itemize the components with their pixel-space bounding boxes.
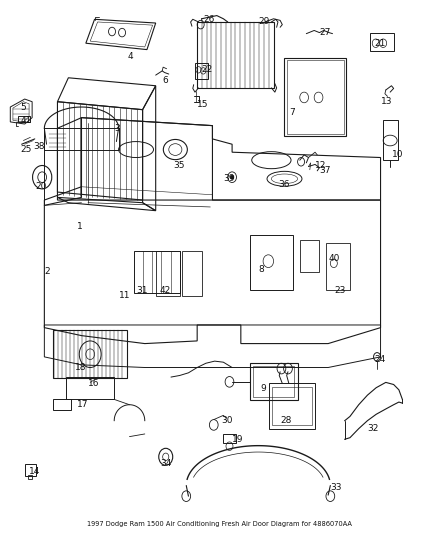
Text: 28: 28 bbox=[280, 416, 292, 425]
Text: 25: 25 bbox=[20, 145, 32, 154]
Text: 12: 12 bbox=[315, 161, 326, 170]
Text: 16: 16 bbox=[88, 379, 99, 388]
Text: 21: 21 bbox=[374, 39, 385, 48]
Text: 11: 11 bbox=[119, 291, 130, 300]
Text: 3: 3 bbox=[114, 124, 120, 133]
Text: 36: 36 bbox=[278, 180, 290, 189]
Text: 19: 19 bbox=[232, 435, 244, 444]
Text: 23: 23 bbox=[335, 286, 346, 295]
Text: 13: 13 bbox=[381, 97, 392, 106]
Text: 4: 4 bbox=[127, 52, 133, 61]
Text: 8: 8 bbox=[258, 265, 264, 273]
Circle shape bbox=[230, 175, 234, 179]
Text: 32: 32 bbox=[367, 424, 379, 433]
Text: 41: 41 bbox=[20, 116, 32, 125]
Text: 14: 14 bbox=[29, 467, 40, 475]
Text: 39: 39 bbox=[223, 174, 235, 183]
Text: 17: 17 bbox=[77, 400, 88, 409]
Text: 30: 30 bbox=[221, 416, 233, 425]
Text: 29: 29 bbox=[258, 18, 270, 27]
Text: 34: 34 bbox=[160, 459, 171, 467]
Text: 18: 18 bbox=[75, 363, 86, 372]
Text: 1997 Dodge Ram 1500 Air Conditioning Fresh Air Door Diagram for 4886070AA: 1997 Dodge Ram 1500 Air Conditioning Fre… bbox=[87, 521, 351, 527]
Text: 31: 31 bbox=[136, 286, 148, 295]
Text: 2: 2 bbox=[44, 268, 50, 276]
Text: 1: 1 bbox=[77, 222, 83, 231]
Text: 10: 10 bbox=[392, 150, 403, 159]
Text: 27: 27 bbox=[319, 28, 331, 37]
Text: 9: 9 bbox=[261, 384, 266, 393]
Text: 15: 15 bbox=[197, 100, 208, 109]
Text: 42: 42 bbox=[160, 286, 171, 295]
Text: 35: 35 bbox=[173, 161, 185, 170]
Text: 6: 6 bbox=[162, 76, 168, 85]
Text: 38: 38 bbox=[33, 142, 45, 151]
Text: 5: 5 bbox=[20, 102, 26, 111]
Text: 22: 22 bbox=[201, 66, 213, 74]
Text: 40: 40 bbox=[328, 254, 339, 263]
Text: 20: 20 bbox=[35, 182, 47, 191]
Text: 26: 26 bbox=[204, 15, 215, 24]
Text: 37: 37 bbox=[319, 166, 331, 175]
Text: 24: 24 bbox=[374, 355, 385, 364]
Text: 33: 33 bbox=[330, 482, 342, 491]
Text: 7: 7 bbox=[289, 108, 295, 117]
